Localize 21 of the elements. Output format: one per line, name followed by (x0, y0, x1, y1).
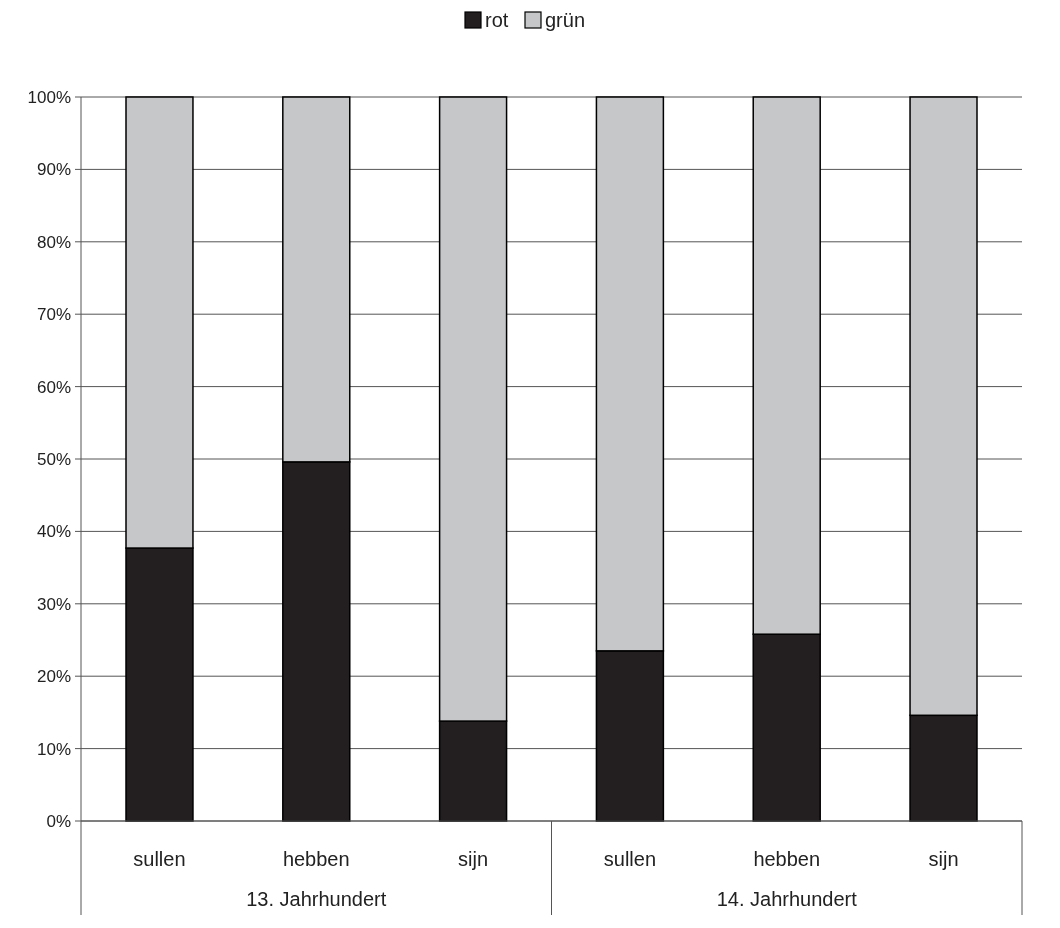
y-tick-label: 20% (36, 667, 71, 687)
y-tick-label: 0% (46, 811, 71, 831)
y-tick-label: 100% (27, 87, 71, 107)
x-tick-label: sijn (928, 848, 959, 870)
y-tick-label: 60% (36, 377, 71, 397)
y-tick-label: 10% (36, 739, 71, 759)
text: 13. Jahrhundert (246, 888, 387, 910)
x-tick-label: sijn (458, 848, 489, 870)
y-tick-label: 30% (36, 594, 71, 614)
y-tick-label: 90% (36, 160, 71, 180)
y-tick-label: 40% (36, 522, 71, 542)
x-tick-label: sullen (133, 848, 186, 870)
x-tick-label: hebben (282, 848, 350, 870)
y-tick-label: 80% (36, 232, 71, 252)
y-tick-label: 70% (36, 305, 71, 325)
legend-label: rot (485, 9, 509, 31)
text: 14. Jahrhundert (716, 888, 858, 910)
y-tick-label: 50% (36, 449, 71, 469)
legend-label: grün (545, 9, 586, 31)
x-tick-label: sullen (603, 848, 657, 870)
x-tick-label: hebben (753, 848, 821, 870)
